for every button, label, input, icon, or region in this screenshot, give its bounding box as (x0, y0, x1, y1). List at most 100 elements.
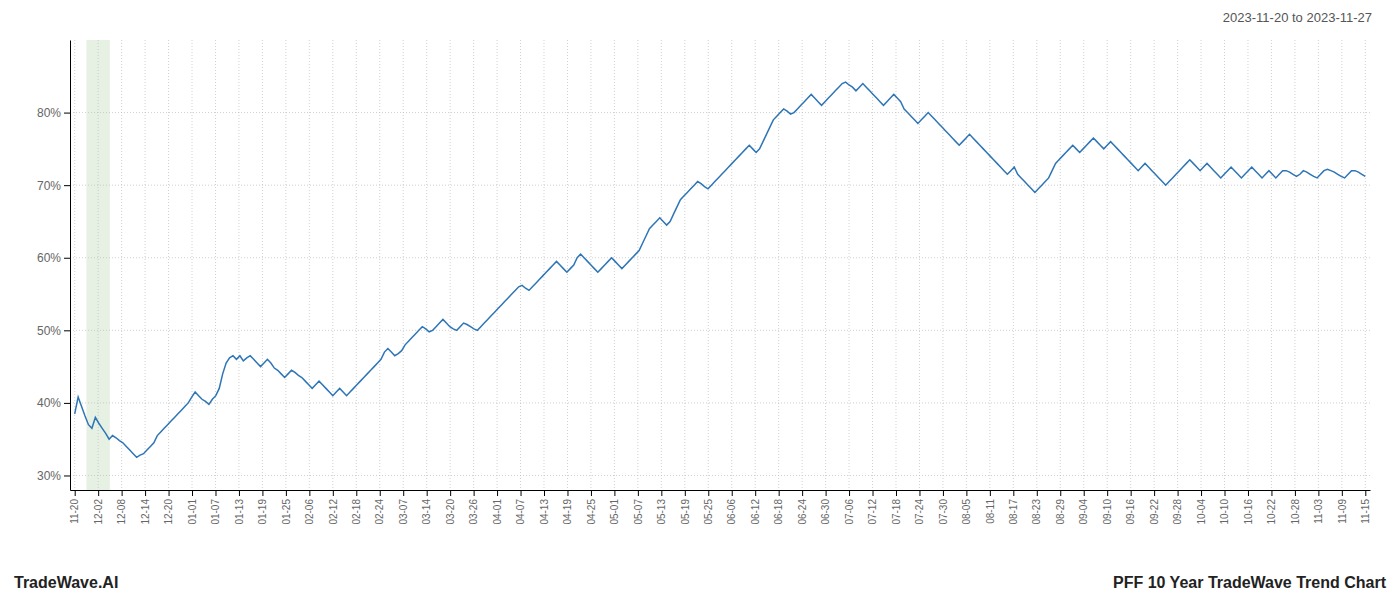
x-tick-label: 02-06 (304, 499, 315, 525)
x-tick-mark (356, 490, 357, 496)
x-tick: 02-18 (351, 490, 362, 525)
x-tick: 07-30 (938, 490, 949, 525)
grid-line-x (1130, 40, 1131, 490)
x-tick-label: 12-02 (93, 499, 104, 525)
x-tick: 12-02 (93, 490, 104, 525)
grid-line-x (614, 40, 615, 490)
x-tick: 08-05 (961, 490, 972, 525)
x-tick: 10-16 (1243, 490, 1254, 525)
x-tick: 05-19 (680, 490, 691, 525)
x-tick-label: 06-12 (750, 499, 761, 525)
grid-line-x (450, 40, 451, 490)
grid-line-x (1083, 40, 1084, 490)
x-tick: 04-19 (562, 490, 573, 525)
y-tick: 40% (37, 396, 70, 410)
x-axis-line (71, 490, 1371, 491)
x-tick-label: 09-04 (1078, 499, 1089, 525)
x-tick-mark (708, 490, 709, 496)
x-tick-mark (919, 490, 920, 496)
grid-line-x (145, 40, 146, 490)
x-tick-label: 02-18 (351, 499, 362, 525)
x-tick-label: 05-07 (633, 499, 644, 525)
x-tick-mark (98, 490, 99, 496)
grid (70, 40, 1370, 490)
grid-line-y (70, 185, 1370, 186)
y-tick-label: 70% (37, 179, 61, 193)
grid-line-x (1177, 40, 1178, 490)
x-tick: 03-20 (445, 490, 456, 525)
x-tick: 06-12 (750, 490, 761, 525)
grid-line-x (1365, 40, 1366, 490)
x-tick-mark (215, 490, 216, 496)
grid-line-x (262, 40, 263, 490)
x-tick: 06-30 (820, 490, 831, 525)
x-tick: 08-29 (1055, 490, 1066, 525)
grid-line-y (70, 330, 1370, 331)
grid-line-x (332, 40, 333, 490)
x-tick-mark (755, 490, 756, 496)
grid-line-x (1294, 40, 1295, 490)
grid-line-x (192, 40, 193, 490)
x-tick-mark (826, 490, 827, 496)
x-tick: 11-20 (69, 490, 80, 524)
grid-line-y (70, 112, 1370, 113)
y-tick: 70% (37, 179, 70, 193)
x-tick: 05-13 (656, 490, 667, 525)
grid-line-x (1341, 40, 1342, 490)
grid-line-x (825, 40, 826, 490)
grid-line-x (802, 40, 803, 490)
y-tick-label: 40% (37, 396, 61, 410)
x-tick-label: 04-19 (562, 499, 573, 525)
grid-line-x (1318, 40, 1319, 490)
x-tick-label: 08-23 (1031, 499, 1042, 525)
x-tick-mark (1318, 490, 1319, 496)
annotation: TradeWave.AI (14, 574, 118, 591)
x-tick: 05-25 (703, 490, 714, 525)
x-tick-label: 11-20 (69, 499, 80, 524)
grid-line-x (567, 40, 568, 490)
x-tick-mark (192, 490, 193, 496)
x-tick-label: 03-07 (398, 499, 409, 525)
x-tick: 03-07 (398, 490, 409, 525)
x-tick-mark (122, 490, 123, 496)
grid-line-y (70, 257, 1370, 258)
x-tick-mark (1037, 490, 1038, 496)
x-tick: 02-12 (328, 490, 339, 525)
x-tick-label: 09-10 (1102, 499, 1113, 525)
x-tick-mark (1271, 490, 1272, 496)
x-tick: 07-24 (914, 490, 925, 525)
grid-line-x (849, 40, 850, 490)
x-tick: 12-14 (140, 490, 151, 525)
y-tick-label: 50% (37, 324, 61, 338)
x-tick-label: 08-11 (985, 499, 996, 524)
x-tick: 01-19 (257, 490, 268, 525)
x-tick: 10-10 (1219, 490, 1230, 525)
x-tick: 09-10 (1102, 490, 1113, 525)
x-tick-mark (474, 490, 475, 496)
grid-line-x (285, 40, 286, 490)
grid-line-x (121, 40, 122, 490)
x-tick: 09-16 (1125, 490, 1136, 525)
x-tick: 01-25 (281, 490, 292, 525)
x-tick-mark (943, 490, 944, 496)
y-tick: 50% (37, 324, 70, 338)
x-tick-mark (1178, 490, 1179, 496)
x-tick-mark (567, 490, 568, 496)
x-tick-label: 10-04 (1196, 499, 1207, 525)
grid-line-x (309, 40, 310, 490)
x-axis: 11-2012-0212-0812-1412-2001-0101-0701-13… (69, 490, 1371, 525)
x-tick-mark (1365, 490, 1366, 496)
x-tick-mark (661, 490, 662, 496)
y-tick-label: 60% (37, 251, 61, 265)
x-tick: 01-01 (187, 490, 198, 525)
x-tick-label: 07-30 (938, 499, 949, 525)
grid-line-x (895, 40, 896, 490)
x-tick-mark (591, 490, 592, 496)
title: PFF 10 Year TradeWave Trend Chart (1113, 574, 1387, 591)
x-tick: 04-07 (515, 490, 526, 525)
x-tick: 02-24 (374, 490, 385, 525)
x-tick-mark (145, 490, 146, 496)
x-tick-label: 07-18 (891, 499, 902, 525)
x-tick-label: 07-12 (867, 499, 878, 525)
x-tick-label: 01-25 (281, 499, 292, 525)
